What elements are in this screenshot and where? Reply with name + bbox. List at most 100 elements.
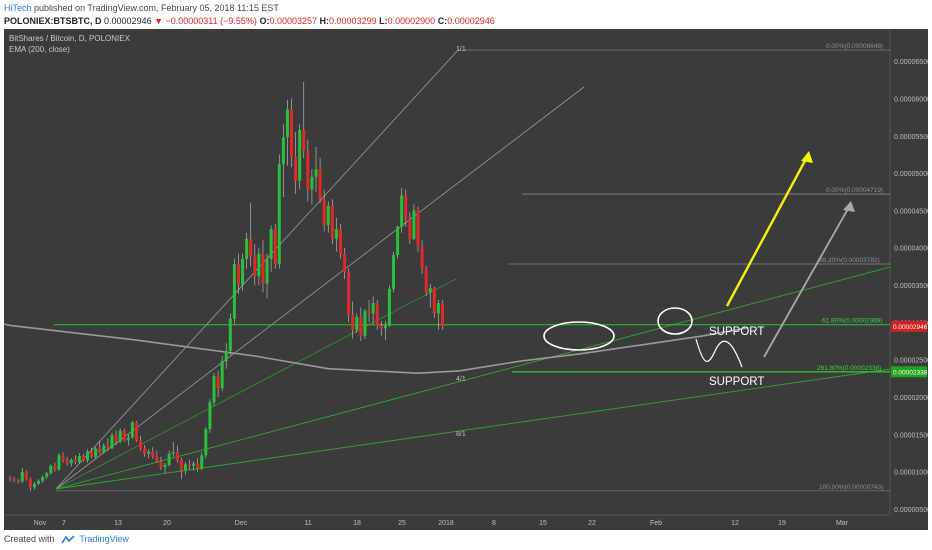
publish-line: HiTech published on TradingView.com, Feb…: [4, 3, 279, 13]
candle-down: [28, 479, 32, 488]
candle-down: [73, 459, 77, 462]
candle-down: [375, 302, 379, 326]
chart-panel[interactable]: 0.00000500 0.00001000 0.00001500 0.00002000…: [4, 29, 928, 530]
close-label: C:: [437, 16, 448, 26]
candle-up: [363, 311, 367, 336]
candle-down: [261, 253, 265, 284]
y-tick-label: 0.00006000: [894, 96, 928, 103]
candle-up: [183, 464, 187, 471]
gann-label-1x1: 1/1: [456, 46, 466, 53]
candle-up: [212, 376, 216, 403]
yellow-arrow-head: [801, 151, 813, 163]
tradingview-brand[interactable]: TradingView: [79, 534, 129, 544]
y-tick-label: 0.00001000: [894, 470, 928, 477]
x-tick-label: Nov: [34, 520, 47, 527]
candle-up: [269, 229, 273, 259]
candle-down: [408, 219, 412, 239]
candle-down: [404, 195, 408, 220]
y-tick-label: 0.00005000: [894, 171, 928, 178]
fib-level-label: 61.80%(0.00002969): [822, 318, 883, 325]
candle-up: [37, 480, 41, 484]
candle-up: [400, 195, 404, 227]
y-tick-label: 0.00002000: [894, 395, 928, 402]
candle-down: [367, 311, 371, 314]
x-tick-label: 12: [731, 520, 739, 527]
candle-down: [114, 435, 118, 442]
x-tick-label: 8: [492, 520, 496, 527]
candle-down: [318, 169, 322, 200]
fib-level-label: 0.00%(0.00004719): [826, 187, 883, 194]
close-value: 0.00002946: [447, 16, 495, 26]
candle-up: [102, 445, 106, 453]
support-price-tag: [891, 366, 927, 378]
support-annotation-lower: SUPPORT: [709, 376, 764, 388]
candle-up: [118, 430, 122, 442]
support-price-tag-label: 0.00002338: [893, 369, 928, 376]
candle-up: [265, 258, 269, 284]
candle-up: [204, 429, 208, 456]
candle-down: [98, 448, 102, 453]
ohlc-line: POLONIEX:BTSBTC, D 0.00002946 ▼ −0.00000…: [4, 16, 495, 26]
candle-up: [412, 210, 416, 239]
x-tick-label: 2018: [438, 520, 454, 527]
candle-up: [57, 455, 61, 470]
candle-down: [338, 229, 342, 254]
candle-up: [241, 258, 245, 286]
candle-down: [24, 471, 28, 480]
candle-up: [310, 176, 314, 190]
candle-up: [334, 229, 338, 239]
candle-up: [32, 483, 36, 488]
x-tick-label: Mar: [836, 520, 849, 527]
x-tick-label: 20: [163, 520, 171, 527]
candle-down: [424, 268, 428, 293]
gann-line-8x1: [55, 368, 891, 490]
candle-down: [106, 445, 110, 449]
candle-up: [69, 459, 73, 464]
y-tick-label: 0.00005500: [894, 134, 928, 141]
candle-down: [379, 325, 383, 329]
candle-up: [245, 238, 249, 259]
candle-up: [86, 451, 90, 461]
candle-down: [61, 455, 65, 461]
candle-up: [220, 361, 224, 389]
candle-down: [122, 430, 126, 441]
candle-up: [298, 129, 302, 181]
candle-up: [228, 318, 232, 351]
candle-up: [49, 465, 53, 474]
footer: Created with TradingView: [4, 534, 129, 544]
candle-up: [355, 317, 359, 330]
price-chart[interactable]: 0.00000500 0.00001000 0.00001500 0.00002000…: [4, 29, 928, 530]
low-label: L:: [379, 16, 388, 26]
candle-down: [151, 451, 155, 457]
indicator-label: EMA (200, close): [9, 45, 70, 54]
candle-down: [12, 479, 16, 481]
candle-down: [420, 246, 424, 269]
candle-up: [428, 288, 432, 293]
y-tick-label: 0.00003500: [894, 283, 928, 290]
x-tick-label: Feb: [650, 520, 662, 527]
candle-up: [224, 350, 228, 362]
candle-up: [281, 137, 285, 165]
candle-down: [159, 461, 163, 468]
y-tick-label: 0.00004500: [894, 208, 928, 215]
fib-level-label: 0.00%(0.00006648): [826, 43, 883, 50]
candle-up: [130, 422, 134, 438]
candle-up: [371, 302, 375, 314]
candle-down: [65, 460, 69, 464]
high-label: H:: [319, 16, 330, 26]
candle-down: [330, 205, 334, 239]
candle-down: [81, 456, 85, 461]
yellow-arrow-shaft: [725, 156, 809, 307]
ema-200-line: [4, 323, 749, 375]
candle-up: [20, 471, 24, 482]
candle-up: [383, 325, 387, 329]
candle-down: [302, 129, 306, 151]
candle-down: [139, 440, 143, 449]
candle-down: [134, 422, 138, 441]
fib-level-label: 261.80%(0.00002338): [817, 365, 881, 372]
price-change: ▼ −0.00000311 (−9.55%): [154, 16, 257, 26]
author-link[interactable]: HiTech: [4, 3, 32, 13]
open-value: 0.00003257: [269, 16, 318, 26]
last-price-tag-label: 0.00002946: [893, 324, 928, 331]
candle-down: [155, 456, 159, 462]
